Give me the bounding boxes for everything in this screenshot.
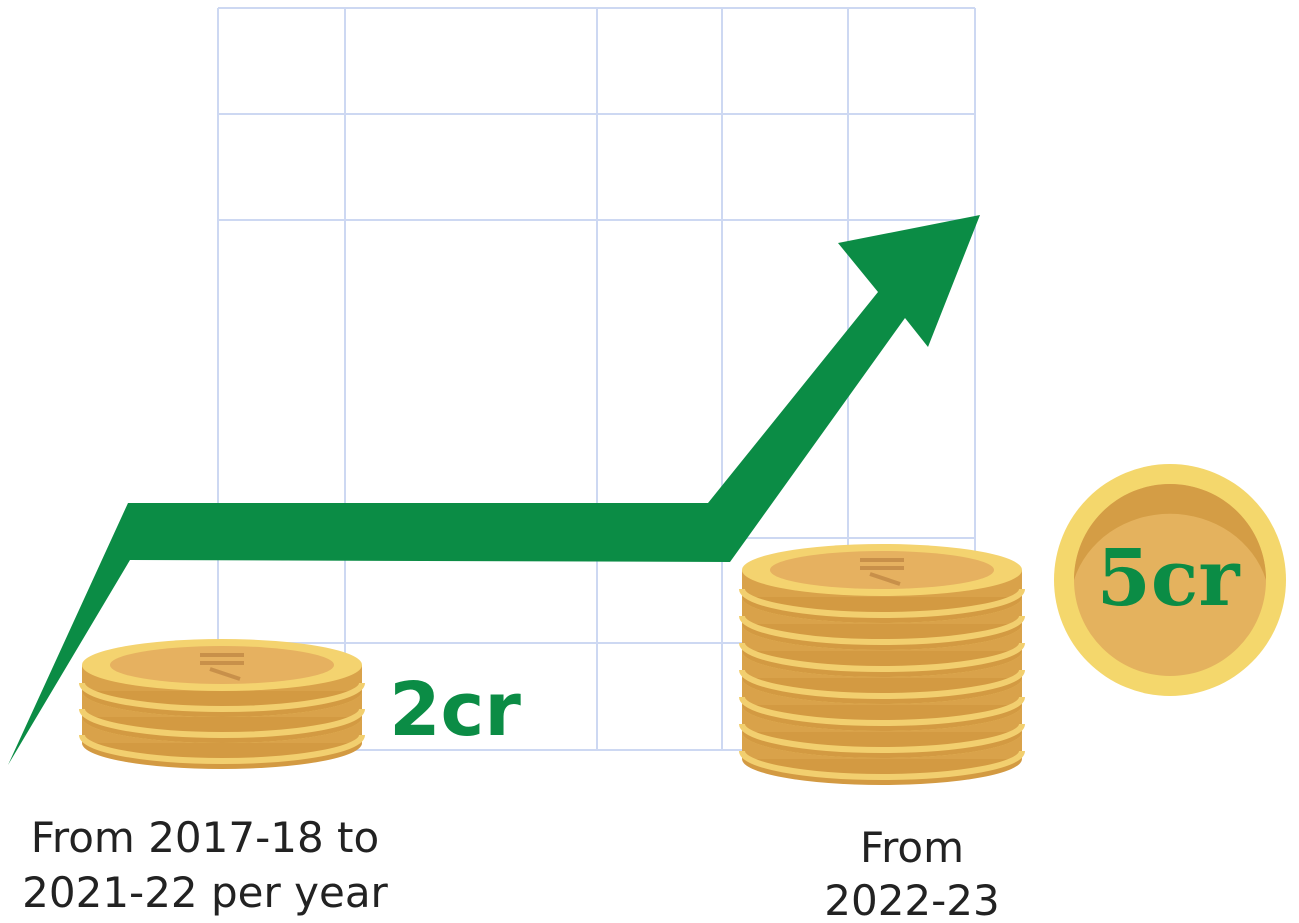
infographic: 2cr 5cr From 2017-18 to 2021-22 per year… xyxy=(0,0,1299,923)
left-value: 2cr xyxy=(389,667,521,753)
coin-stack-left xyxy=(82,639,362,769)
right-value: 5cr xyxy=(1097,533,1241,624)
coin-stack-right xyxy=(742,544,1022,785)
right-label-line: 2022-23 xyxy=(824,876,1000,923)
left-label-line: 2021-22 per year xyxy=(22,868,388,917)
right-label-line: From xyxy=(860,823,964,872)
left-label-line: From 2017-18 to xyxy=(31,813,379,862)
